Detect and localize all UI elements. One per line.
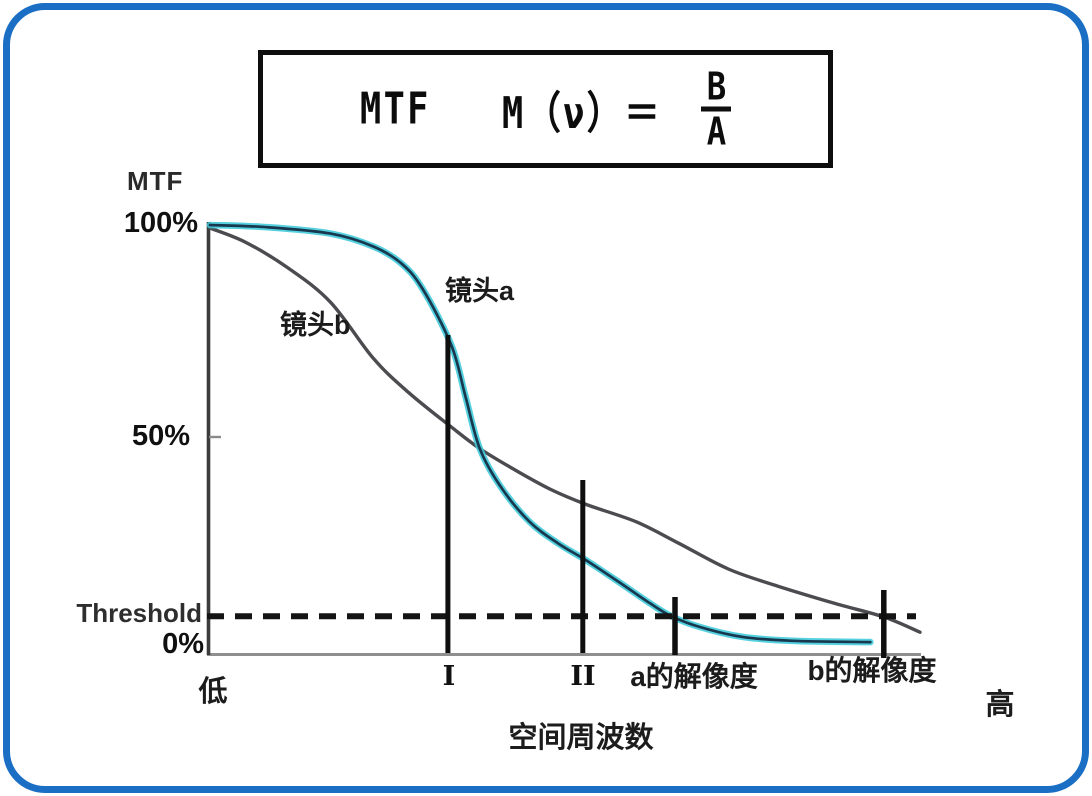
x-axis-title: 空间周波数	[508, 722, 654, 754]
b-resolution-label: b的解像度	[807, 655, 937, 686]
lens-a-curve-label: 镜头a	[445, 276, 515, 306]
marker-label-I: I	[442, 661, 456, 692]
x-axis-low-label: 低	[198, 676, 228, 708]
a-resolution-label: a的解像度	[630, 661, 758, 692]
marker-label-II: II	[570, 661, 596, 692]
y-tick-0: 0%	[162, 628, 204, 660]
fraction-numerator: B	[706, 64, 726, 109]
y-axis-title: MTF	[127, 166, 184, 196]
y-tick-100: 100%	[123, 207, 198, 239]
formula-fraction: B A	[701, 68, 731, 151]
formula-mtf-label: MTF	[360, 83, 431, 135]
y-tick-50: 50%	[131, 420, 190, 452]
lens-a-curve-glow	[206, 221, 874, 646]
fraction-bar	[701, 106, 731, 112]
mtf-formula-box: MTF M（ν）＝ B A	[258, 50, 833, 168]
lens-b-curve-label: 镜头b	[280, 310, 351, 340]
lens-a-curve	[208, 223, 872, 644]
threshold-label: Threshold	[76, 598, 202, 628]
formula-equation-lhs: M（ν）＝	[502, 88, 662, 139]
lens-b-curve	[208, 226, 922, 634]
x-axis-high-label: 高	[985, 689, 1015, 721]
fraction-denominator: A	[706, 109, 726, 154]
